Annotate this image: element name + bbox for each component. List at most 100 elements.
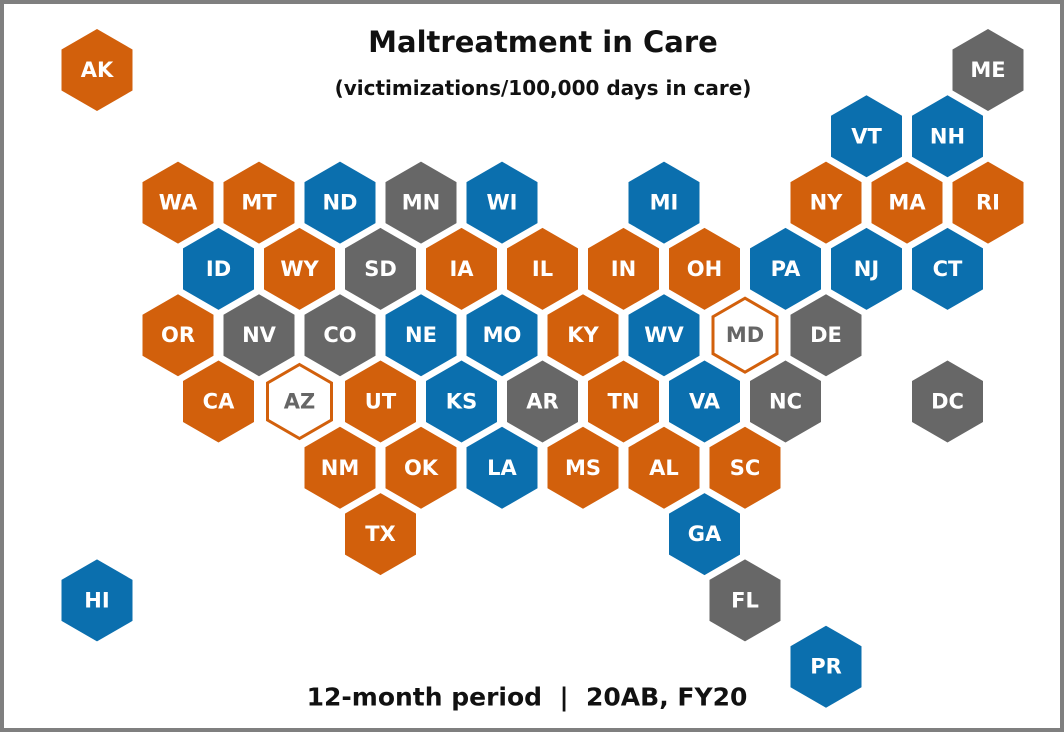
state-label: ME [970,58,1005,82]
state-hex [952,161,1024,244]
state-hex [266,362,333,441]
state-label: NV [242,323,277,347]
state-label: AK [81,58,114,82]
state-label: NY [810,191,844,215]
state-label: VA [689,390,721,414]
state-hex [142,161,214,244]
state-hex [304,426,376,509]
state-label: ID [206,257,231,281]
state-label: PR [810,655,842,679]
state-label: ND [322,191,357,215]
state-hex [466,426,538,509]
state-hex [831,95,902,178]
state-label: VT [851,124,882,148]
state-label: OH [687,257,722,281]
footer: 12-month period | 20AB, FY20 [307,683,748,712]
state-hex [304,161,376,244]
state-label: AZ [284,390,315,414]
state-hex [385,426,457,509]
state-hex [345,360,416,443]
state-label: IN [611,257,636,281]
state-hex [588,227,659,310]
state-hex [709,559,781,642]
state-hex [304,294,376,377]
state-hex [912,360,983,443]
state-label: OK [404,456,439,480]
state-label: WI [487,191,518,215]
state-hex [385,161,457,244]
state-label: KS [446,390,477,414]
state-label: DE [810,323,842,347]
state-label: NJ [854,257,879,281]
hex-grid: AK ME VT NH WA MT ND MN WI MI NY MA RI ID WY SD IA IL IN OH… [61,29,1024,708]
state-hex [547,294,619,377]
state-hex [385,294,457,377]
state-hex [507,227,578,310]
state-hex [871,161,943,244]
state-hex [264,227,335,310]
state-label: KY [567,323,599,347]
state-hex [750,360,821,443]
state-label: CO [323,323,356,347]
state-label: NC [769,390,802,414]
state-hex [547,426,619,509]
state-hex [223,294,295,377]
state-hex [466,161,538,244]
state-hex [831,227,902,310]
state-label: NH [930,124,965,148]
state-label: LA [487,456,517,480]
state-hex [912,227,983,310]
state-label: MT [241,191,277,215]
state-hex [183,360,254,443]
state-hex [669,493,740,576]
state-label: AR [526,390,558,414]
state-label: NM [321,456,359,480]
state-hex [345,227,416,310]
state-label: MD [726,323,764,347]
state-hex [466,294,538,377]
state-hex [669,227,740,310]
state-label: IL [532,257,553,281]
state-label: PA [771,257,801,281]
state-label: FL [731,588,759,612]
state-label: AL [649,456,679,480]
state-hex [628,294,700,377]
state-label: SC [730,456,761,480]
state-label: WA [159,191,198,215]
state-hex [61,29,133,111]
state-hex [790,625,862,708]
state-label: RI [976,191,1000,215]
state-label: TX [365,522,396,546]
state-hex [61,559,133,642]
state-label: WY [280,257,319,281]
state-hex [790,294,862,377]
state-hex [142,294,214,377]
state-hex [711,296,779,374]
state-label: WV [644,323,684,347]
state-hex [628,426,700,509]
title: Maltreatment in Care [368,25,718,59]
state-label: TN [608,390,640,414]
state-hex [223,161,295,244]
state-hex [588,360,659,443]
state-label: HI [84,588,109,612]
state-hex [345,493,416,576]
state-hex [709,426,781,509]
state-hex [750,227,821,310]
state-hex [426,227,497,310]
state-hex [628,161,700,244]
state-label: SD [364,257,397,281]
state-label: OR [161,323,195,347]
state-label: MS [565,456,601,480]
state-label: CT [933,257,963,281]
state-label: MA [888,191,926,215]
state-hex [912,95,983,178]
state-label: MI [650,191,679,215]
state-label: IA [449,257,474,281]
state-hex [669,360,740,443]
state-label: UT [365,390,397,414]
state-label: DC [931,390,964,414]
state-label: MN [402,191,440,215]
state-label: NE [405,323,437,347]
